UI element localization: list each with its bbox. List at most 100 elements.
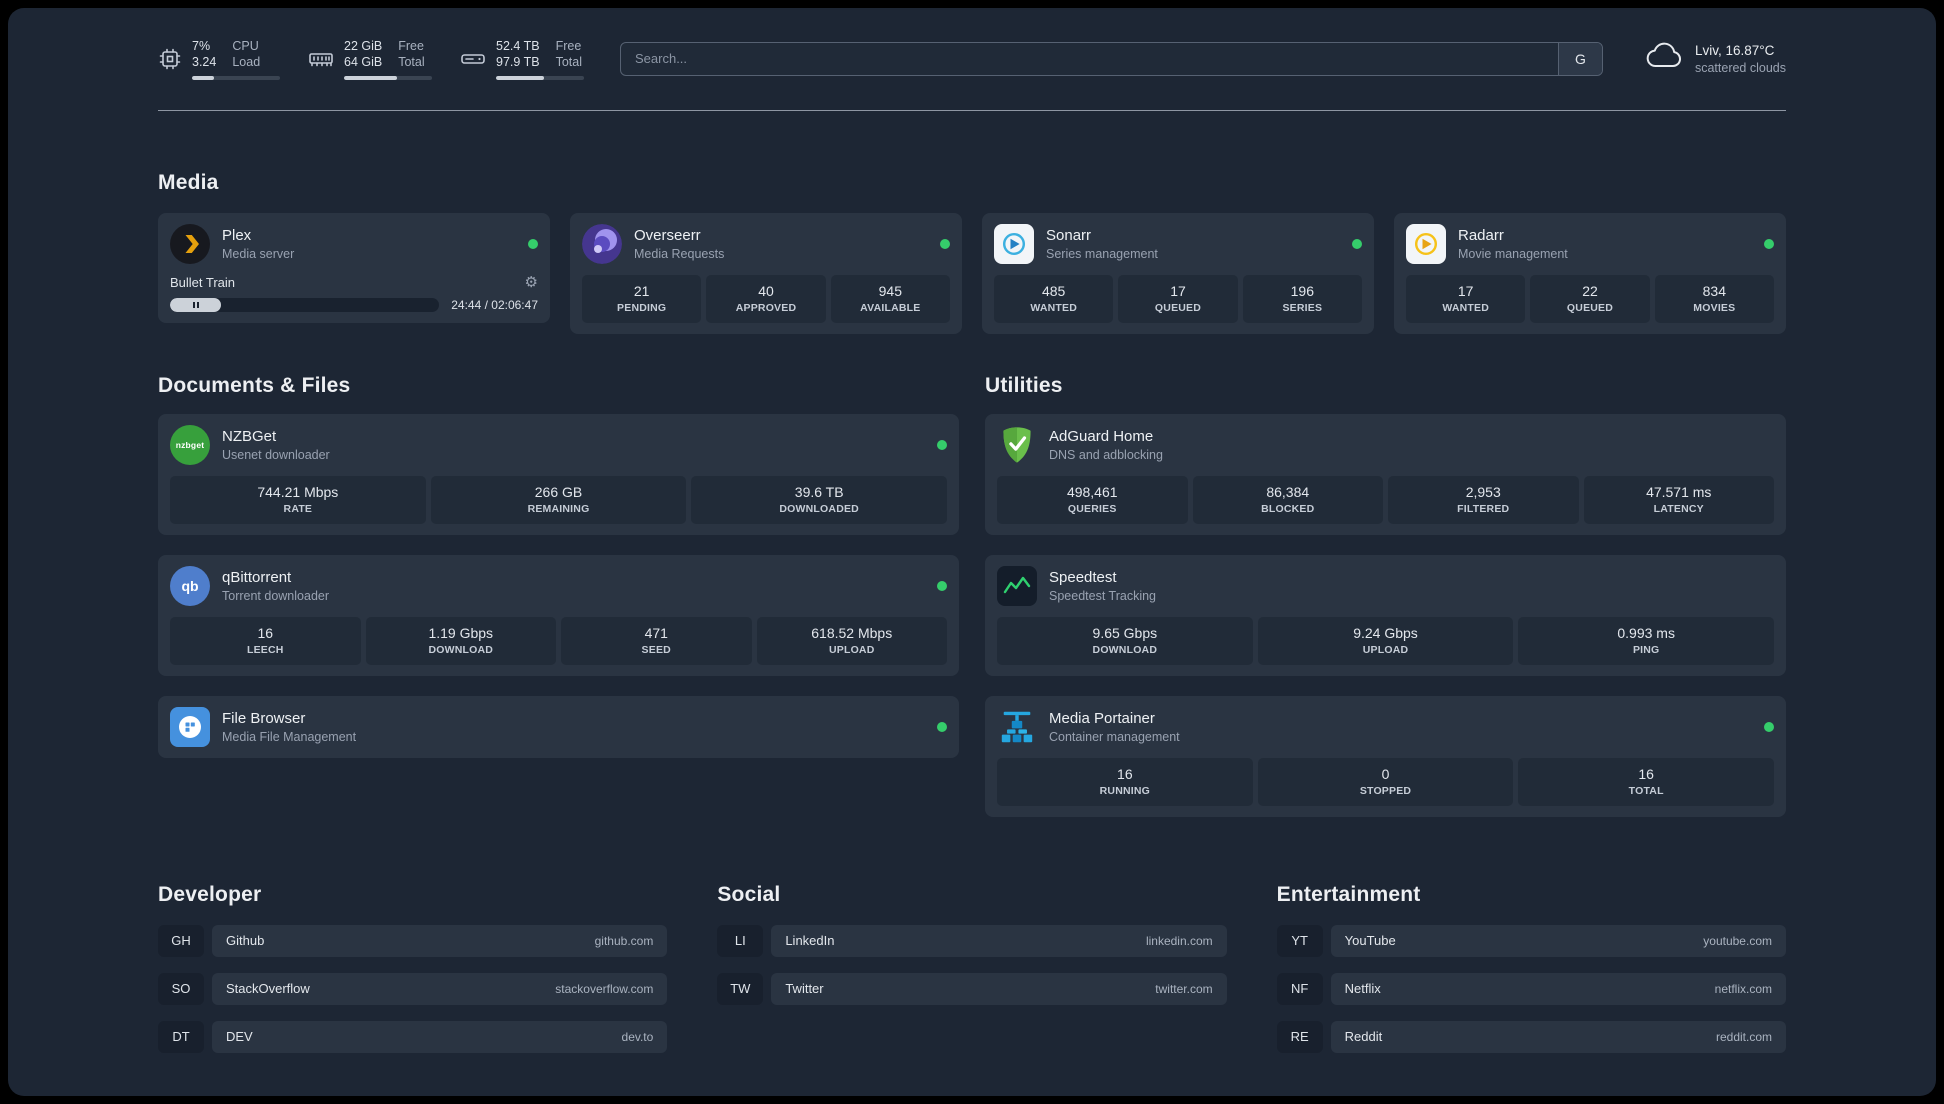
service-card-sonarr[interactable]: Sonarr Series management 485 WANTED 17 Q… — [982, 212, 1374, 334]
bookmark-url: twitter.com — [1155, 981, 1213, 996]
bookmark-url: netflix.com — [1714, 981, 1772, 996]
weather-widget: Lviv, 16.87°C scattered clouds — [1645, 42, 1786, 75]
service-card-radarr[interactable]: Radarr Movie management 17 WANTED 22 QUE… — [1394, 212, 1786, 334]
service-card-nzbget[interactable]: nzbget NZBGet Usenet downloader 744.21 M… — [158, 413, 959, 535]
bookmark-github[interactable]: GH Github github.com — [158, 924, 668, 957]
cpu-load-label: Load — [232, 55, 261, 70]
stat-label: MOVIES — [1693, 301, 1736, 314]
section-title-social: Social — [717, 882, 781, 906]
section-title-entertainment: Entertainment — [1276, 882, 1421, 906]
stat-value: 1.19 Gbps — [428, 624, 494, 641]
stat-label: APPROVED — [735, 301, 797, 314]
memory-progress-bar — [344, 75, 432, 80]
bookmark-abbr: TW — [717, 972, 764, 1005]
service-description: Torrent downloader — [222, 588, 330, 603]
stat-approved: 40 APPROVED — [706, 274, 826, 323]
bookmark-linkedin[interactable]: LI LinkedIn linkedin.com — [717, 924, 1227, 957]
disk-free-value: 52.4 TB — [496, 39, 540, 53]
now-playing-title: Bullet Train — [170, 274, 236, 290]
stat-value: 86,384 — [1266, 483, 1310, 500]
bookmark-reddit[interactable]: RE Reddit reddit.com — [1276, 1020, 1786, 1053]
bookmark-youtube[interactable]: YT YouTube youtube.com — [1276, 924, 1786, 957]
stat-value: 39.6 TB — [794, 483, 844, 500]
service-name: File Browser — [222, 709, 306, 727]
bookmark-twitter[interactable]: TW Twitter twitter.com — [717, 972, 1227, 1005]
playback-progress-bar[interactable] — [170, 297, 440, 312]
stat-label: LEECH — [246, 643, 284, 656]
service-description: Movie management — [1458, 246, 1568, 261]
service-name: qBittorrent — [222, 568, 292, 586]
service-description: Media server — [222, 246, 295, 261]
stat-available: 945 AVAILABLE — [830, 274, 950, 323]
bookmark-name: Twitter — [785, 981, 824, 996]
gear-icon[interactable]: ⚙ — [524, 273, 538, 291]
bookmark-abbr: YT — [1276, 924, 1323, 957]
stat-leech: 16 LEECH — [170, 616, 361, 665]
stat-value: 40 — [758, 282, 774, 299]
stat-value: 498,461 — [1066, 483, 1118, 500]
filebrowser-icon — [170, 706, 210, 747]
stat-label: RUNNING — [1099, 784, 1151, 797]
disk-icon — [460, 47, 486, 71]
bookmark-name: StackOverflow — [226, 981, 310, 996]
service-description: Usenet downloader — [222, 447, 330, 462]
memory-free-label: Free — [398, 39, 424, 53]
speedtest-icon — [997, 565, 1037, 606]
cpu-icon — [158, 47, 182, 71]
stat-wanted: 485 WANTED — [994, 274, 1114, 323]
bookmark-stackoverflow[interactable]: SO StackOverflow stackoverflow.com — [158, 972, 668, 1005]
stat-download: 1.19 Gbps DOWNLOAD — [365, 616, 556, 665]
bookmark-group-developer: Developer GH Github github.com SO StackO… — [158, 883, 668, 1069]
service-card-overseerr[interactable]: Overseerr Media Requests 21 PENDING 40 A… — [570, 212, 962, 334]
cpu-usage-label: CPU — [232, 39, 259, 53]
pause-icon — [192, 301, 195, 308]
media-grid: Plex Media server Bullet Train ⚙ — [158, 212, 1786, 334]
service-card-filebrowser[interactable]: File Browser Media File Management — [158, 695, 959, 758]
service-card-portainer[interactable]: Media Portainer Container management 16 … — [985, 695, 1786, 817]
radarr-icon — [1406, 223, 1446, 264]
service-card-qbittorrent[interactable]: qb qBittorrent Torrent downloader 16 LEE… — [158, 554, 959, 676]
stat-label: SERIES — [1282, 301, 1323, 314]
portainer-icon — [997, 707, 1037, 747]
bookmark-name: Github — [226, 933, 265, 948]
bookmark-group-entertainment: Entertainment YT YouTube youtube.com NF … — [1276, 882, 1786, 1069]
service-card-plex[interactable]: Plex Media server Bullet Train ⚙ — [158, 212, 550, 323]
bookmark-url: dev.to — [621, 1029, 654, 1044]
stat-value: 22 — [1582, 282, 1598, 299]
stat-remaining: 266 GB REMAINING — [430, 475, 687, 524]
stat-queued: 22 QUEUED — [1530, 274, 1650, 323]
search-input[interactable] — [621, 42, 1558, 75]
disk-total-label: Total — [555, 55, 582, 70]
service-description: Media File Management — [222, 729, 357, 744]
service-card-speedtest[interactable]: Speedtest Speedtest Tracking 9.65 Gbps D… — [985, 554, 1786, 676]
memory-free-value: 22 GiB — [344, 39, 383, 53]
stat-label: DOWNLOADED — [779, 502, 859, 515]
disk-progress-bar — [496, 75, 584, 80]
stat-label: REMAINING — [527, 502, 590, 515]
bookmark-url: linkedin.com — [1145, 933, 1213, 948]
service-name: Radarr — [1458, 226, 1504, 244]
status-dot — [937, 721, 947, 732]
service-card-adguard[interactable]: AdGuard Home DNS and adblocking 498,461 … — [985, 413, 1786, 535]
service-description: DNS and adblocking — [1049, 447, 1163, 462]
search-provider-button[interactable]: G — [1557, 42, 1602, 75]
stat-seed: 471 SEED — [561, 616, 752, 665]
bookmark-url: youtube.com — [1703, 933, 1772, 948]
stat-upload: 9.24 Gbps UPLOAD — [1257, 616, 1514, 665]
stat-label: BLOCKED — [1261, 502, 1315, 515]
stat-value: 744.21 Mbps — [257, 483, 339, 500]
stat-value: 618.52 Mbps — [811, 624, 893, 641]
stat-label: RATE — [283, 502, 313, 515]
disk-total-value: 97.9 TB — [496, 55, 540, 70]
section-title-documents: Documents & Files — [158, 373, 351, 397]
stat-movies: 834 MOVIES — [1654, 274, 1774, 323]
service-description: Container management — [1049, 729, 1180, 744]
stat-label: STOPPED — [1359, 784, 1412, 797]
bookmark-dev[interactable]: DT DEV dev.to — [158, 1020, 668, 1053]
status-dot — [528, 238, 538, 249]
stat-value: 17 — [1457, 282, 1474, 299]
adguard-icon — [997, 425, 1037, 465]
resource-disk: 52.4 TB 97.9 TB Free Total — [460, 38, 584, 80]
status-dot — [1764, 238, 1774, 249]
bookmark-netflix[interactable]: NF Netflix netflix.com — [1276, 972, 1786, 1005]
